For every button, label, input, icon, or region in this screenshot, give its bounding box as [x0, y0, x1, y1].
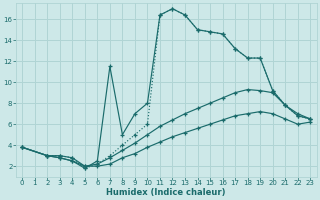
X-axis label: Humidex (Indice chaleur): Humidex (Indice chaleur) — [107, 188, 226, 197]
